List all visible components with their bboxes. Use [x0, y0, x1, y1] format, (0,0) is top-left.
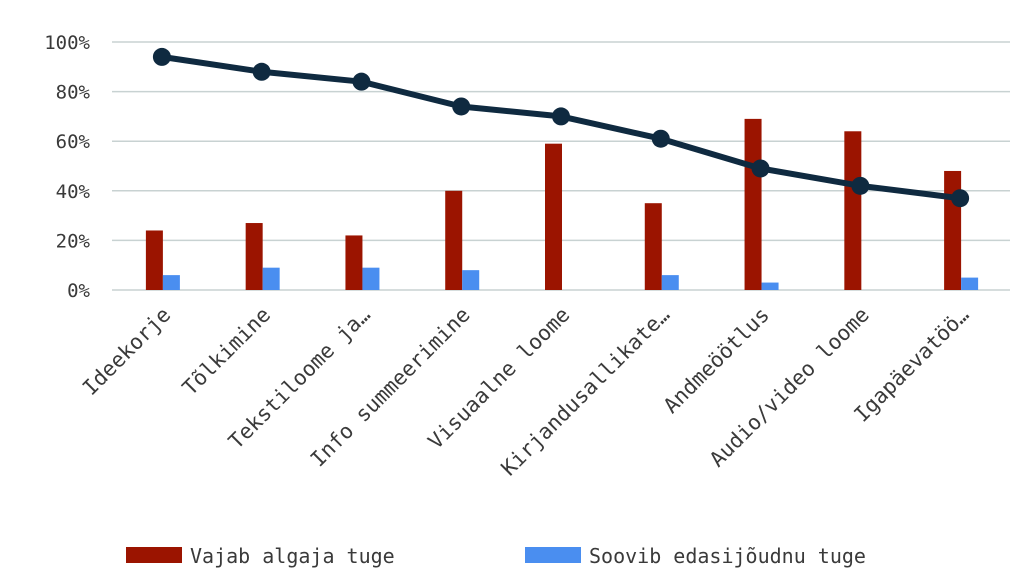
line-point — [152, 47, 171, 66]
bar — [961, 277, 979, 290]
line-point — [851, 176, 870, 195]
bar — [744, 118, 762, 290]
line-point — [252, 62, 271, 81]
line-point — [552, 107, 570, 126]
bar — [445, 190, 463, 290]
bar — [162, 275, 180, 290]
line-point — [951, 189, 970, 208]
y-tick-label: 80% — [56, 82, 91, 104]
y-tick-label: 40% — [56, 181, 91, 203]
legend-swatch — [126, 547, 182, 563]
bar — [644, 203, 662, 290]
bar — [362, 267, 380, 290]
bar — [844, 131, 862, 290]
x-tick-label: Ideekorje — [78, 303, 175, 400]
bar — [761, 282, 779, 290]
x-tick-label: Audio/video loome — [705, 303, 874, 472]
bar — [944, 170, 962, 290]
x-tick-label: Info summeerimine — [306, 303, 475, 472]
x-tick-label: Kirjandusallikate… — [496, 303, 674, 481]
line-point — [751, 159, 770, 178]
line-point — [651, 129, 670, 148]
bar — [462, 270, 480, 290]
y-tick-label: 20% — [56, 230, 91, 252]
bar — [545, 143, 562, 290]
bar — [661, 275, 679, 290]
legend-label: Vajab algaja tuge — [190, 544, 395, 568]
bar — [245, 223, 263, 290]
y-axis-ticks: 0% 20% 40% 60% 80% 100% — [44, 32, 90, 302]
bars — [145, 118, 979, 290]
bar — [345, 235, 363, 290]
bar — [262, 267, 280, 290]
y-tick-label: 60% — [56, 131, 91, 153]
x-tick-label: Tõlkimine — [178, 303, 275, 400]
x-tick-label: Andmeöötlus — [659, 303, 774, 418]
legend-label: Soovib edasijõudnu tuge — [589, 544, 866, 568]
trend-line — [152, 47, 970, 208]
y-tick-label: 100% — [44, 32, 90, 54]
line-point — [352, 72, 371, 91]
y-tick-label: 0% — [67, 280, 90, 302]
line-point — [452, 97, 471, 116]
legend: Vajab algaja tuge Soovib edasijõudnu tuge — [126, 544, 866, 568]
bar — [145, 230, 163, 290]
legend-swatch — [525, 547, 581, 563]
